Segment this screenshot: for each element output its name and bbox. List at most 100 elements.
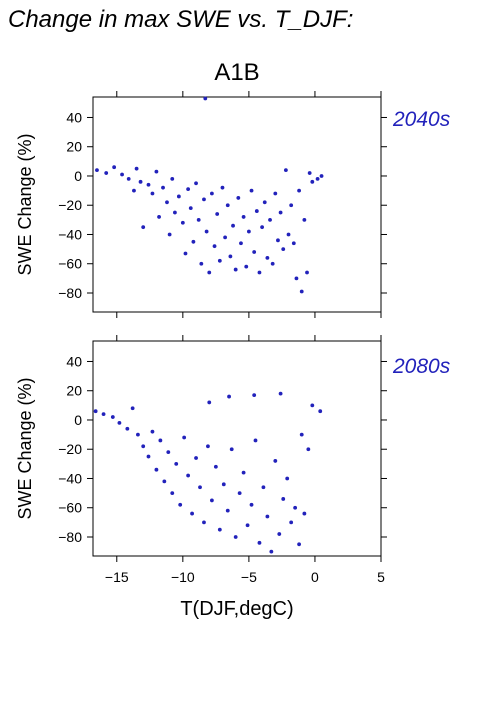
data-point bbox=[207, 270, 212, 275]
data-point bbox=[203, 96, 208, 101]
figure-title: Change in max SWE vs. T_DJF: bbox=[8, 6, 353, 33]
data-point bbox=[241, 470, 246, 475]
data-point bbox=[166, 450, 171, 455]
y-axis-label: SWE Change (%) bbox=[15, 133, 35, 275]
data-point bbox=[165, 200, 169, 205]
data-point bbox=[237, 491, 242, 496]
data-point bbox=[305, 270, 309, 275]
data-point bbox=[302, 217, 307, 222]
data-point bbox=[199, 261, 204, 266]
data-point bbox=[252, 393, 257, 398]
data-point bbox=[141, 444, 146, 449]
x-tick-label: −15 bbox=[105, 569, 129, 585]
data-point bbox=[132, 188, 136, 193]
data-point bbox=[244, 264, 249, 269]
data-point bbox=[207, 400, 212, 405]
data-point bbox=[252, 250, 257, 254]
y-tick-label: −40 bbox=[58, 470, 82, 486]
data-point bbox=[291, 241, 296, 246]
data-point bbox=[293, 505, 298, 510]
data-point bbox=[306, 447, 311, 452]
data-point bbox=[276, 238, 280, 243]
plot-frame bbox=[92, 340, 382, 557]
data-point bbox=[307, 171, 312, 175]
data-point bbox=[93, 409, 98, 414]
y-tick-label: 20 bbox=[66, 383, 82, 399]
data-point bbox=[236, 196, 241, 200]
data-point bbox=[191, 239, 196, 244]
data-point bbox=[194, 181, 198, 186]
data-point bbox=[204, 229, 209, 234]
data-point bbox=[260, 225, 265, 230]
data-point bbox=[186, 473, 191, 478]
data-point bbox=[220, 185, 225, 190]
data-point bbox=[180, 220, 185, 225]
data-point bbox=[146, 454, 151, 459]
data-point bbox=[206, 444, 210, 449]
data-point bbox=[104, 171, 109, 175]
data-point bbox=[176, 194, 181, 199]
data-point bbox=[249, 502, 254, 507]
scenario-title: A1B bbox=[214, 59, 259, 86]
data-point bbox=[167, 232, 172, 237]
data-point bbox=[134, 166, 139, 171]
data-point bbox=[283, 168, 288, 173]
y-axis-label: SWE Change (%) bbox=[15, 377, 35, 519]
data-point bbox=[225, 203, 230, 208]
data-point bbox=[186, 187, 191, 192]
data-point bbox=[273, 459, 278, 463]
data-point bbox=[249, 188, 254, 193]
data-point bbox=[212, 244, 217, 249]
data-point bbox=[158, 438, 163, 443]
data-point bbox=[278, 210, 283, 215]
data-point bbox=[209, 191, 214, 196]
plot-frame bbox=[92, 96, 382, 313]
data-point bbox=[150, 191, 155, 196]
data-point bbox=[265, 255, 270, 260]
data-point bbox=[278, 391, 283, 396]
data-point bbox=[223, 235, 228, 240]
data-point bbox=[215, 212, 220, 216]
data-point bbox=[157, 215, 161, 219]
data-point bbox=[268, 217, 272, 222]
data-point bbox=[277, 532, 282, 536]
data-point bbox=[319, 174, 324, 178]
data-point bbox=[294, 276, 299, 281]
data-point bbox=[233, 267, 238, 272]
y-tick-label: −20 bbox=[58, 441, 82, 457]
data-point bbox=[270, 261, 275, 266]
data-point bbox=[170, 491, 175, 496]
data-point bbox=[101, 412, 106, 417]
y-tick-label: 0 bbox=[74, 412, 82, 428]
y-tick-label: −80 bbox=[58, 529, 82, 545]
data-point bbox=[257, 270, 262, 275]
data-point bbox=[229, 447, 234, 452]
data-point bbox=[174, 461, 179, 466]
data-point bbox=[227, 394, 231, 399]
x-axis-label: T(DJF,degC) bbox=[180, 598, 293, 620]
y-tick-label: 40 bbox=[66, 353, 82, 369]
data-point bbox=[146, 182, 151, 187]
y-tick-label: −60 bbox=[58, 500, 82, 516]
data-point bbox=[95, 168, 99, 173]
data-point bbox=[233, 535, 238, 539]
data-point bbox=[182, 435, 187, 440]
data-point bbox=[196, 217, 201, 222]
data-point bbox=[310, 403, 315, 408]
data-point bbox=[130, 406, 135, 411]
data-point bbox=[228, 254, 233, 259]
data-point bbox=[162, 479, 167, 484]
data-point bbox=[202, 197, 206, 202]
data-point bbox=[281, 497, 286, 501]
data-point bbox=[161, 185, 165, 190]
x-tick-label: 5 bbox=[377, 569, 385, 585]
data-point bbox=[318, 409, 323, 414]
y-tick-label: −40 bbox=[58, 226, 82, 242]
data-point bbox=[150, 429, 155, 434]
data-point bbox=[261, 485, 266, 490]
x-tick-label: −5 bbox=[241, 569, 257, 585]
data-point bbox=[253, 438, 258, 443]
data-point bbox=[315, 177, 320, 181]
data-point bbox=[273, 191, 278, 196]
